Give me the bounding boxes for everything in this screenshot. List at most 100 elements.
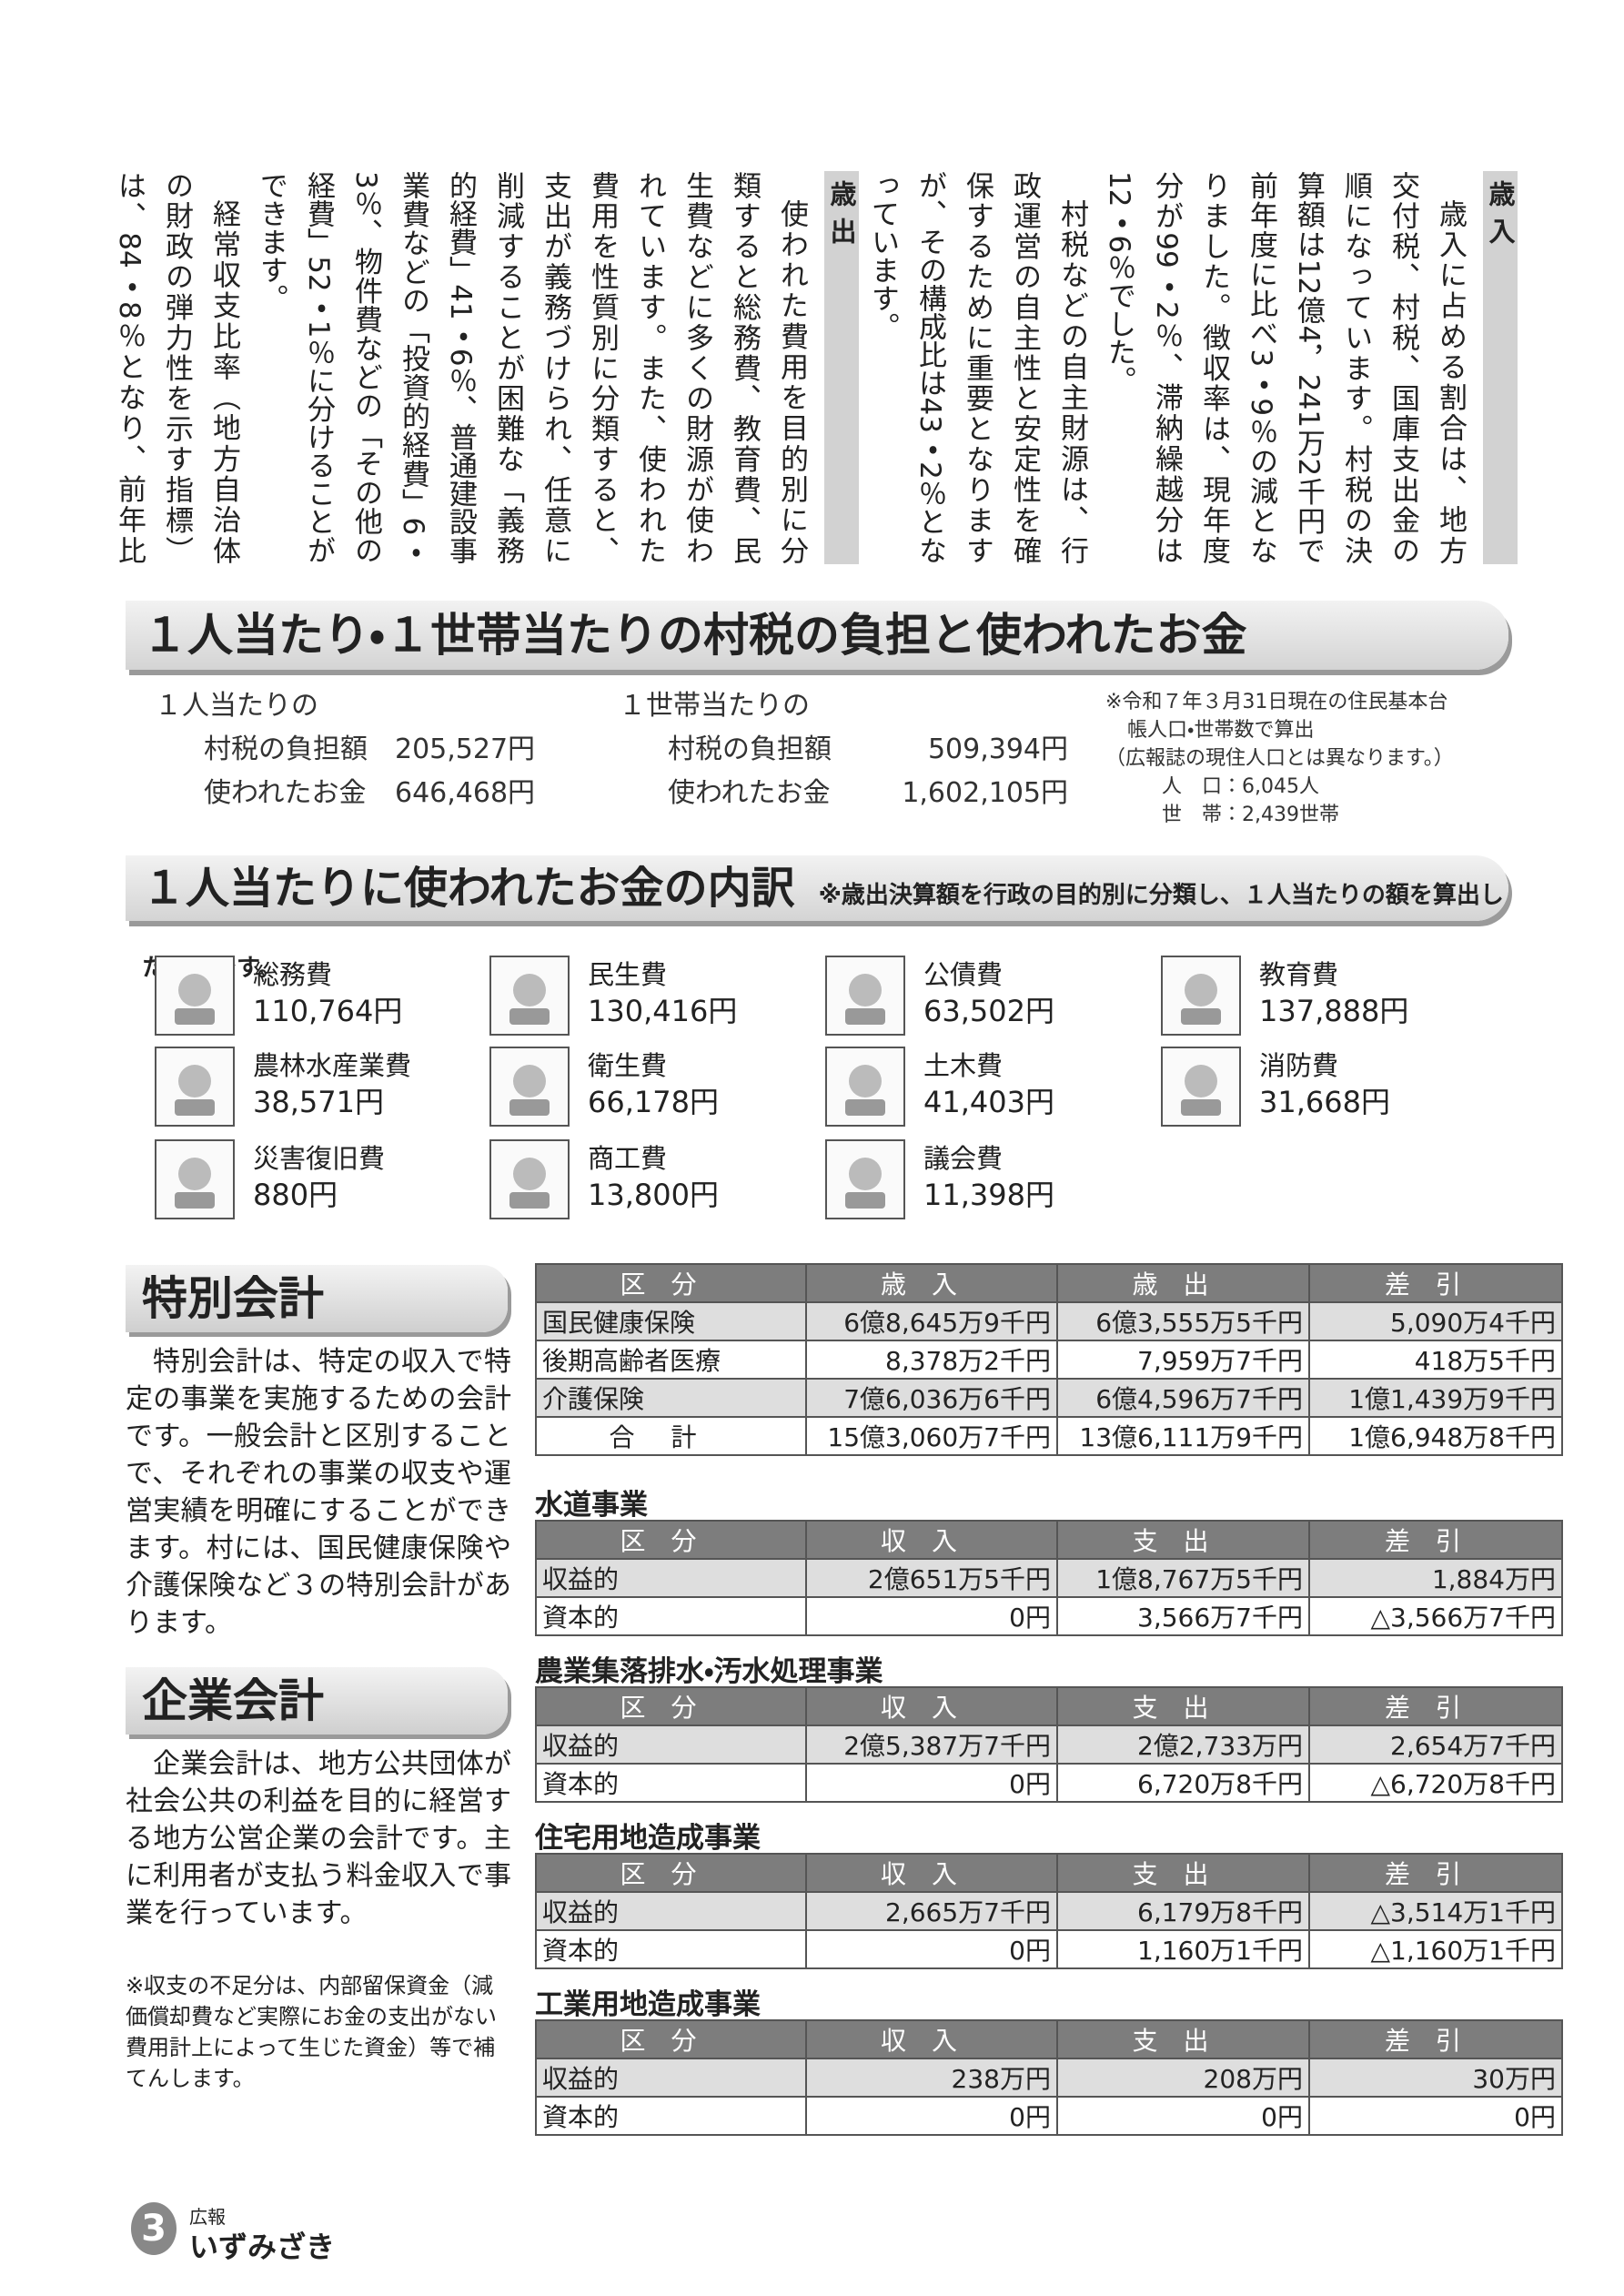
- table-cell: 6億3,555万5千円: [1056, 1301, 1310, 1341]
- table-cell: 1億6,948万8千円: [1308, 1416, 1563, 1456]
- header-cell: 区分: [535, 1263, 807, 1303]
- table-cell: 238万円: [805, 2058, 1058, 2098]
- expense-item: 総務費 110,764円: [155, 956, 464, 1037]
- burden-value: 205,527円: [395, 733, 536, 765]
- data-table: 区分 収入 支出 差引 収益的 2億5,387万7千円 2億2,733万円 2,654万7千円…: [535, 1686, 1563, 1803]
- header-cell: 支出: [1056, 1520, 1310, 1560]
- burden-value: 646,468円: [395, 777, 536, 809]
- banner: １人当たり・１世帯当たりの村税の負担と使われたお金: [126, 601, 1508, 670]
- table-row: 資本的 0円 3,566万7千円 △3,566万7千円: [535, 1596, 1563, 1636]
- item-amount: 130,416円: [588, 994, 738, 1028]
- icon: [155, 1047, 235, 1127]
- table-cell: 3,566万7千円: [1056, 1596, 1310, 1636]
- item-amount: 41,403円: [923, 1085, 1054, 1119]
- table-cell: 8,378万2千円: [805, 1340, 1058, 1380]
- table-title: 住宅用地造成事業: [535, 1822, 761, 1855]
- paragraph: 村税などの自主財源は、行政運営の自主性と安定性を確保するために重要となりますが、…: [866, 171, 1088, 564]
- table-cell: 0円: [805, 1596, 1058, 1636]
- table-cell: 合計: [535, 1416, 807, 1456]
- table-cell: 2,654万7千円: [1308, 1725, 1563, 1765]
- note-line: 帳人口・世帯数で算出: [1127, 719, 1315, 742]
- table-cell: △3,514万1千円: [1308, 1891, 1563, 1931]
- paragraph: 企業会計は、地方公共団体が社会公共の利益を目的に経営する地方公営企業の会計です。…: [126, 1748, 511, 1929]
- icon-shape: [513, 1065, 546, 1097]
- table-cell: 5,090万4千円: [1308, 1301, 1563, 1341]
- section-heading: 特別会計: [126, 1265, 508, 1332]
- icon-shape: [178, 1158, 211, 1190]
- item-name: 教育費: [1259, 959, 1339, 990]
- icon-art: [845, 1065, 885, 1116]
- item-amount: 13,800円: [588, 1178, 719, 1212]
- item-name: 農林水産業費: [253, 1050, 412, 1081]
- burden-label: 使われたお金: [204, 777, 367, 809]
- note-line: 世 帯：2,439世帯: [1162, 804, 1339, 826]
- expense-item: 消防費 31,668円: [1161, 1047, 1470, 1128]
- header-cell: 差引: [1308, 1520, 1563, 1560]
- item-amount: 66,178円: [588, 1085, 719, 1119]
- note-line: （広報誌の現住人口とは異なります。）: [1105, 747, 1454, 770]
- table-cell: 1,884万円: [1308, 1558, 1563, 1598]
- header-cell: 差引: [1308, 1686, 1563, 1726]
- header-row: 区分 歳入 歳出 差引: [535, 1263, 1563, 1303]
- burden-row: 村税の負担額 205,527円: [155, 728, 535, 772]
- table-cell: 0円: [805, 1763, 1058, 1803]
- table-cell: 2,665万7千円: [805, 1891, 1058, 1931]
- section-heading: 歳入: [1483, 171, 1518, 564]
- table-cell: 国民健康保険: [535, 1301, 807, 1341]
- icon-shape: [178, 974, 211, 1006]
- expense-item: 災害復旧費 880円: [155, 1139, 464, 1221]
- header-cell: 支出: [1056, 1686, 1310, 1726]
- header-cell: 支出: [1056, 1853, 1310, 1893]
- burden-label: 使われたお金: [668, 777, 831, 809]
- header-cell: 歳入: [805, 1263, 1058, 1303]
- item-name: 議会費: [923, 1143, 1004, 1174]
- table-cell: 7,959万7千円: [1056, 1340, 1310, 1380]
- icon-art: [1181, 1065, 1221, 1116]
- item-amount: 880円: [253, 1178, 338, 1212]
- note: ※収支の不足分は、内部留保資金（減価償却費など実際にお金の支出がない費用計上によ…: [126, 1973, 497, 2091]
- table-cell: 0円: [805, 1929, 1058, 1969]
- table-title: 農業集落排水・汚水処理事業: [535, 1655, 883, 1688]
- data-table: 区分 収入 支出 差引 収益的 238万円 208万円 30万円 資本的 0円 0円 0円: [535, 2019, 1563, 2136]
- icon-art: [175, 1158, 215, 1209]
- burden-note: ※令和７年３月31日現在の住民基本台帳人口・世帯数で算出 （広報誌の現住人口とは異…: [1105, 688, 1454, 829]
- header-row: 区分 収入 支出 差引: [535, 2019, 1563, 2059]
- table-cell: 収益的: [535, 1891, 807, 1931]
- item-amount: 38,571円: [253, 1085, 384, 1119]
- paragraph: 経常収支比率（地方自治体の財政の弾力性を示す指標）は、84・8％となり、前年比3…: [116, 171, 240, 564]
- icon: [1161, 1047, 1241, 1127]
- table-cell: 2億651万5千円: [805, 1558, 1058, 1598]
- icon-shape: [509, 1192, 550, 1209]
- item-amount: 110,764円: [253, 994, 403, 1028]
- data-table: 区分 歳入 歳出 差引 国民健康保険 6億8,645万9千円 6億3,555万5千円 5,09…: [535, 1263, 1563, 1456]
- note-line: ※令和７年３月31日現在の住民基本台: [1105, 691, 1448, 713]
- header-row: 区分 収入 支出 差引: [535, 1686, 1563, 1726]
- icon-art: [845, 1158, 885, 1209]
- table-row: 合計 15億3,060万7千円 13億6,111万9千円 1億6,948万8千円: [535, 1416, 1563, 1456]
- icon-shape: [175, 1192, 215, 1209]
- table-row: 収益的 2億5,387万7千円 2億2,733万円 2,654万7千円: [535, 1725, 1563, 1765]
- expense-item: 議会費 11,398円: [825, 1139, 1135, 1221]
- table-cell: 収益的: [535, 2058, 807, 2098]
- icon: [155, 1139, 235, 1219]
- expense-item: 民生費 130,416円: [489, 956, 799, 1037]
- table-cell: 資本的: [535, 1929, 807, 1969]
- icon: [155, 956, 235, 1036]
- header-row: 区分 収入 支出 差引: [535, 1520, 1563, 1560]
- burden-value: 509,394円: [927, 733, 1068, 765]
- header-cell: 区分: [535, 2019, 807, 2059]
- icon-shape: [178, 1065, 211, 1097]
- icon-shape: [175, 1099, 215, 1116]
- vertical-text: 歳入 歳入に占める割合は、地方交付税、村税、国庫支出金の順になっています。村税の…: [116, 171, 1518, 564]
- table-cell: 0円: [805, 2096, 1058, 2136]
- banner-title: １人当たりに使われたお金の内訳: [142, 863, 795, 914]
- header-cell: 差引: [1308, 1853, 1563, 1893]
- table-cell: 資本的: [535, 2096, 807, 2136]
- table-row: 介護保険 7億6,036万6千円 6億4,596万7千円 1億1,439万9千円: [535, 1378, 1563, 1418]
- expense-item: 商工費 13,800円: [489, 1139, 799, 1221]
- table-cell: 7億6,036万6千円: [805, 1378, 1058, 1418]
- header-cell: 区分: [535, 1520, 807, 1560]
- table-cell: 418万5千円: [1308, 1340, 1563, 1380]
- icon: [825, 1139, 905, 1219]
